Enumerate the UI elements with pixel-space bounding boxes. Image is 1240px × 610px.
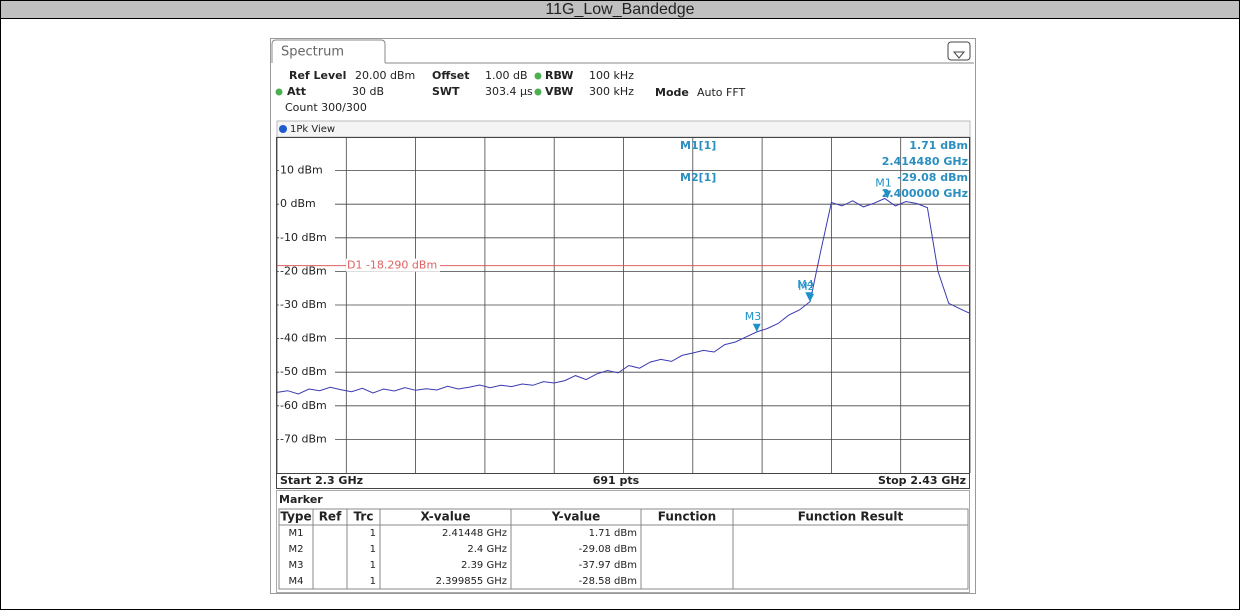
label-bg [279,298,335,312]
y-tick-label: -50 dBm [280,365,327,378]
display-line-label: D1 -18.290 dBm [347,259,437,272]
vbw-dot [534,88,542,96]
table-cell: M1 [289,528,304,539]
label-bg [279,230,335,245]
table-cell: 2.41448 GHz [442,528,507,539]
table-cell: -28.58 dBm [579,576,637,587]
y-tick-label: -10 dBm [280,231,327,244]
label: Ref Level [289,69,346,82]
stop-label: Stop 2.43 GHz [878,474,966,487]
table-cell: 1 [370,544,376,555]
table-header: Ref [319,510,342,524]
rbw-dot [534,72,542,80]
table-cell: 1 [370,528,376,539]
y-tick-label: -60 dBm [280,399,327,412]
readout-name: M2[1] [680,171,716,184]
marker-panel [276,490,970,593]
label-bg [279,264,335,279]
y-tick-label: -40 dBm [280,332,327,345]
table-cell: -37.97 dBm [579,560,637,571]
marker [883,190,892,199]
table-cell: 2.4 GHz [467,544,507,555]
label: 1.00 dB [485,69,528,82]
view-bar [276,120,971,138]
label: SWT [432,85,460,98]
table-header: X-value [421,510,471,524]
table-header: Function Result [798,510,904,524]
label-bg [279,365,335,380]
readout-y: -29.08 dBm [897,171,968,184]
label: 303.4 µs [485,85,533,98]
view-dot [279,125,287,133]
label: 1Pk View [290,124,335,135]
label-bg [279,398,335,413]
menu-icon[interactable] [947,41,971,61]
trace [276,197,971,395]
table-frame [278,508,969,590]
y-tick-label: 0 dBm [280,197,316,210]
marker [805,292,814,301]
marker [752,323,761,332]
marker-label: M3 [745,310,762,323]
table-cell: 1.71 dBm [589,528,637,539]
freq-bar [276,473,970,489]
readout-y: 1.71 dBm [909,139,968,152]
table-header: Function [658,510,716,524]
label: 20.00 dBm [355,69,415,82]
att-dot [275,88,283,96]
table-header: Trc [354,510,374,524]
y-tick-label: -30 dBm [280,298,327,311]
table-cell: 2.399855 GHz [436,576,507,587]
marker-label: M2 [798,280,815,293]
table-header: Type [280,510,311,524]
start-label: Start 2.3 GHz [280,474,363,487]
label-bg [279,432,335,447]
label: Auto FFT [697,86,745,99]
readout-name: M1[1] [680,139,716,152]
menu-arrow [952,51,966,59]
plot-frame [276,137,970,474]
table-cell: 2.39 GHz [461,560,507,571]
table-cell: M2 [289,544,304,555]
table-title: Marker [279,493,323,506]
label: Att [287,85,306,98]
table-cell: 1 [370,560,376,571]
tab [271,39,386,63]
y-tick-label: -70 dBm [280,432,327,445]
label: 300 kHz [589,85,634,98]
table-cell: M3 [289,560,304,571]
table-header: Y-value [551,510,601,524]
readout-x: 2.400000 GHz [882,187,968,200]
label: 30 dB [352,85,384,98]
table-cell: -29.08 dBm [579,544,637,555]
label: 100 kHz [589,69,634,82]
label-bg [346,258,440,272]
label: Mode [655,86,689,99]
label: Offset [432,69,470,82]
table-cell: 1 [370,576,376,587]
y-tick-label: 10 dBm [280,164,323,177]
readout-x: 2.414480 GHz [882,155,968,168]
label: Count 300/300 [285,101,367,114]
page-title: 11G_Low_Bandedge [545,1,694,18]
marker-label: M1 [875,176,892,189]
tab-label: Spectrum [281,45,344,60]
label: RBW [545,69,573,82]
label: VBW [545,85,573,98]
label-bg [279,163,335,178]
points-label: 691 pts [593,474,640,487]
label-bg [279,197,335,212]
label-bg [279,331,335,346]
table-cell: M4 [289,576,304,587]
y-tick-label: -20 dBm [280,264,327,277]
marker-label: M4 [797,278,814,291]
